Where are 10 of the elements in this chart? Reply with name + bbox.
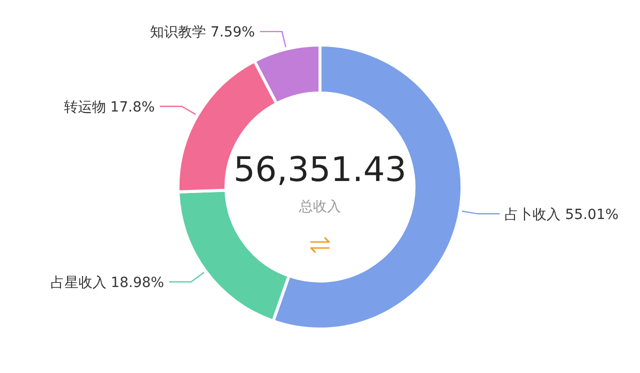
data-label: 7.59%	[206, 24, 255, 41]
text: 总收入	[298, 199, 341, 215]
data-label: 55.01%	[560, 206, 619, 223]
data-label: 17.8%	[106, 99, 155, 116]
slice-label: 知识教学	[150, 24, 206, 41]
text: 56,351.43	[233, 150, 407, 190]
slice-label: 占星收入	[50, 274, 106, 291]
slice-label: 转运物	[64, 99, 106, 116]
data-label: 18.98%	[106, 274, 164, 291]
slice-label: 占卜收入	[504, 206, 561, 223]
